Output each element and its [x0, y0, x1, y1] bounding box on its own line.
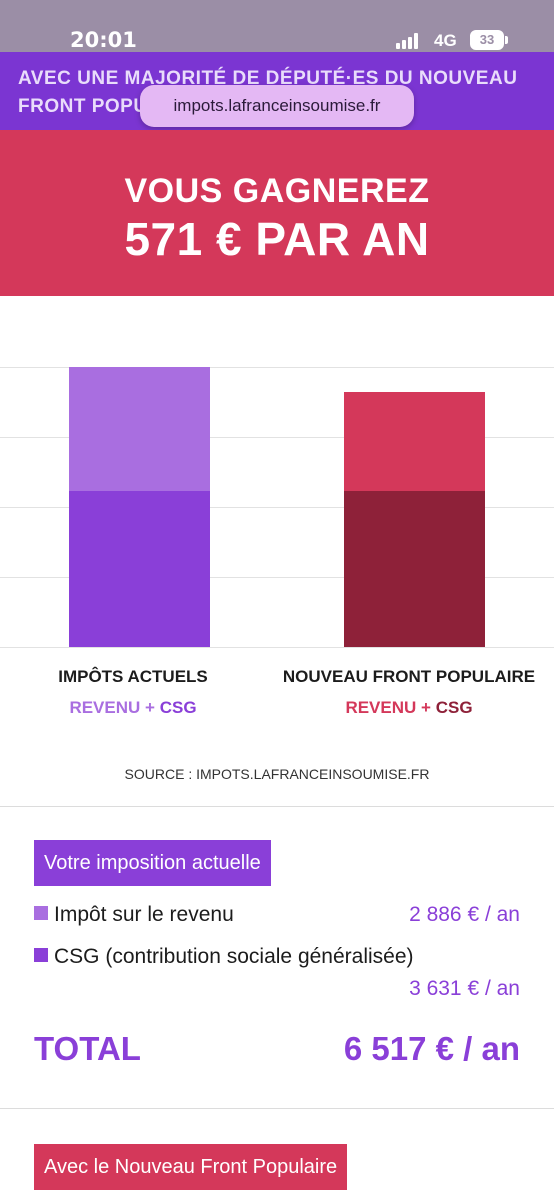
- income-tax-row: Impôt sur le revenu: [34, 903, 234, 927]
- category-label-nfp: NOUVEAU FRONT POPULAIRE: [282, 667, 536, 686]
- chart-gridline: [0, 367, 554, 368]
- nfp-heading: Avec le Nouveau Front Populaire: [34, 1144, 348, 1190]
- chart-source: SOURCE : IMPOTS.LAFRANCEINSOUMISE.FR: [124, 766, 430, 782]
- sublabel-revenu: REVENU: [69, 698, 141, 717]
- sublabel-csg: CSG: [435, 698, 473, 717]
- network-label: 4G: [434, 31, 457, 50]
- bar-nfp-revenu: [344, 391, 485, 491]
- bar-current-csg: [69, 490, 210, 647]
- sublabel-current: REVENU + CSG: [14, 698, 252, 718]
- bar-nfp-csg: [344, 490, 485, 647]
- income-tax-amount: 2 886 € / an: [409, 903, 520, 926]
- chart-gridline: [0, 507, 554, 508]
- signal-icon: [396, 33, 422, 49]
- chart-baseline: [0, 647, 554, 648]
- banner-line-1: AVEC UNE MAJORITÉ DE DÉPUTÉ·ES DU NOUVEA…: [18, 68, 518, 89]
- battery-tip: [505, 36, 508, 44]
- browser-url-bar[interactable]: impots.lafranceinsoumise.fr: [140, 85, 414, 127]
- sublabel-csg: CSG: [159, 698, 197, 717]
- savings-hero: VOUS GAGNEREZ 571 € PAR AN: [0, 130, 554, 296]
- hero-line-1: VOUS GAGNEREZ: [124, 172, 430, 210]
- section-divider: [0, 1108, 554, 1109]
- sublabel-revenu: REVENU: [345, 698, 417, 717]
- income-tax-label: Impôt sur le revenu: [54, 903, 234, 926]
- chart-gridline: [0, 577, 554, 578]
- status-time: 20:01: [70, 28, 137, 52]
- csg-amount: 3 631 € / an: [409, 977, 520, 1000]
- csg-swatch: [34, 948, 48, 962]
- status-bar: 20:01 4G 33: [0, 0, 554, 54]
- battery-icon: 33: [470, 30, 504, 50]
- sublabel-nfp: REVENU + CSG: [270, 698, 548, 718]
- sublabel-plus: +: [145, 698, 155, 717]
- csg-label: CSG (contribution sociale généralisée): [54, 945, 414, 968]
- total-label: TOTAL: [34, 1030, 141, 1067]
- section-divider: [0, 806, 554, 807]
- category-label-current: IMPÔTS ACTUELS: [58, 667, 208, 686]
- current-tax-heading: Votre imposition actuelle: [34, 840, 271, 886]
- tax-comparison-chart: IMPÔTS ACTUELS NOUVEAU FRONT POPULAIRE R…: [0, 330, 554, 717]
- sublabel-plus: +: [421, 698, 431, 717]
- income-tax-swatch: [34, 906, 48, 920]
- total-value: 6 517 € / an: [343, 1030, 520, 1067]
- hero-savings-amount: 571 € PAR AN: [124, 213, 430, 265]
- csg-row: CSG (contribution sociale généralisée): [34, 945, 414, 969]
- chart-gridline: [0, 437, 554, 438]
- bar-current-revenu: [69, 367, 210, 491]
